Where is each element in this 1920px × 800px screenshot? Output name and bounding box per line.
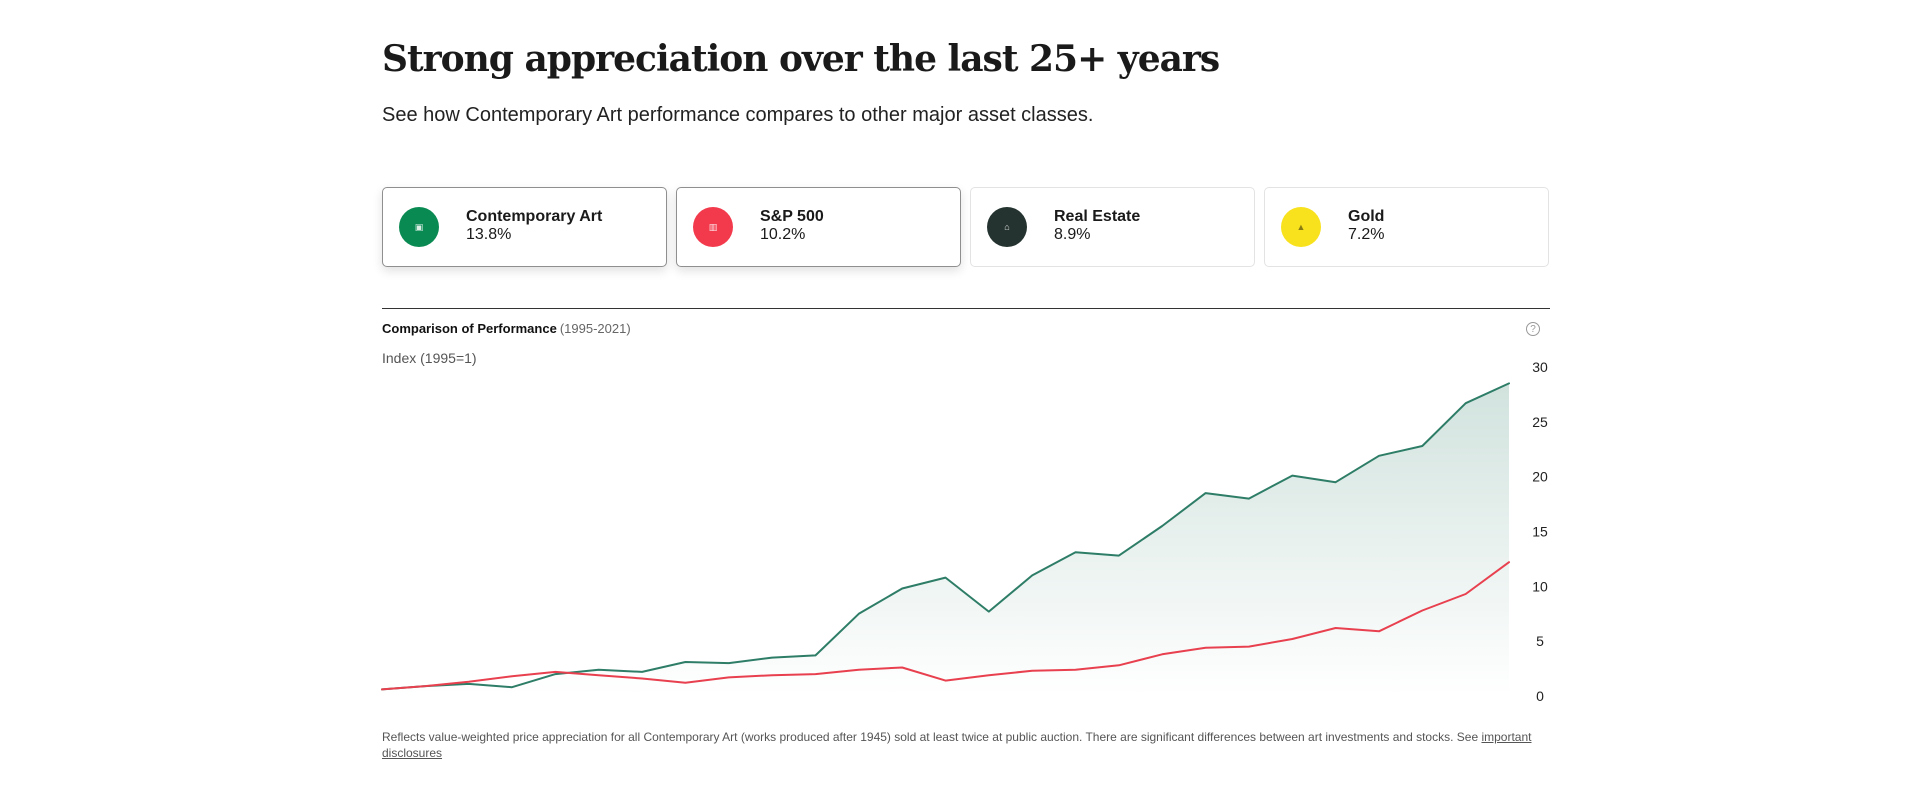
asset-card-real-estate[interactable]: ⌂ Real Estate 8.9%: [970, 187, 1255, 267]
y-tick-label: 0: [1536, 688, 1544, 704]
asset-selector: ▣ Contemporary Art 13.8% ▥ S&P 500 10.2%…: [382, 187, 1550, 269]
asset-return: 10.2%: [760, 226, 806, 243]
footnote-text: Reflects value-weighted price appreciati…: [382, 730, 1479, 744]
y-axis-label: Index (1995=1): [382, 350, 477, 366]
performance-chart: 0 5 10 15 20 25 30: [381, 359, 1548, 704]
y-tick-label: 30: [1532, 359, 1548, 375]
stocks-building-icon: ▥: [693, 207, 733, 247]
asset-return: 7.2%: [1348, 226, 1385, 243]
asset-name: Gold: [1348, 208, 1385, 225]
y-tick-label: 15: [1532, 524, 1548, 540]
house-icon: ⌂: [987, 207, 1027, 247]
question-circle-icon[interactable]: ?: [1526, 322, 1540, 336]
asset-card-sp500[interactable]: ▥ S&P 500 10.2%: [676, 187, 961, 267]
asset-card-contemporary-art[interactable]: ▣ Contemporary Art 13.8%: [382, 187, 667, 267]
y-tick-label: 20: [1532, 469, 1548, 485]
chart-title-text: Comparison of Performance: [382, 321, 557, 336]
page-title: Strong appreciation over the last 25+ ye…: [382, 38, 1220, 80]
y-tick-label: 10: [1532, 578, 1548, 594]
important-disclosures-link[interactable]: important disclosures: [382, 730, 1532, 760]
asset-card-gold[interactable]: ▲ Gold 7.2%: [1264, 187, 1549, 267]
art-frame-icon: ▣: [399, 207, 439, 247]
asset-return: 13.8%: [466, 226, 512, 243]
asset-name: Real Estate: [1054, 208, 1141, 225]
y-tick-label: 25: [1532, 414, 1548, 430]
section-divider: [382, 308, 1550, 309]
series-line-1: [381, 561, 1510, 691]
series-area-0: [382, 383, 1509, 696]
y-tick-label: 5: [1536, 633, 1544, 649]
asset-return: 8.9%: [1054, 226, 1091, 243]
asset-name: S&P 500: [760, 208, 824, 225]
gold-bars-icon: ▲: [1281, 207, 1321, 247]
footnote: Reflects value-weighted price appreciati…: [382, 729, 1550, 761]
page-subtitle: See how Contemporary Art performance com…: [382, 104, 1094, 126]
asset-name: Contemporary Art: [466, 208, 603, 225]
chart-title: Comparison of Performance (1995-2021): [382, 321, 631, 336]
chart-date-range: (1995-2021): [559, 321, 631, 336]
